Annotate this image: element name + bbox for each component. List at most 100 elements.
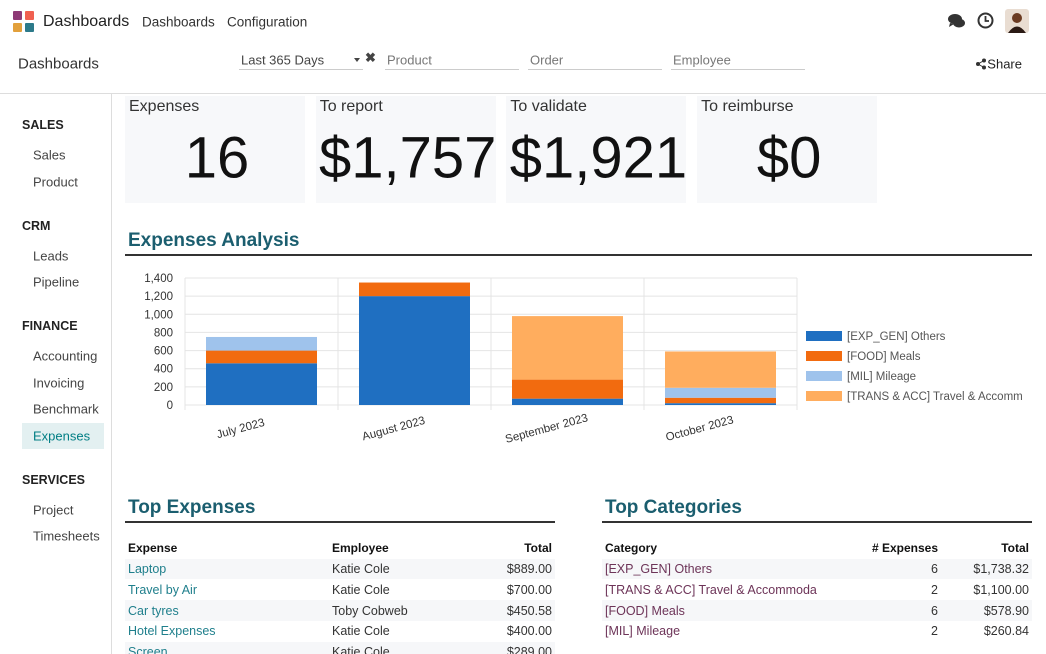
filter-caret — [354, 58, 360, 62]
bar-segment — [206, 363, 317, 405]
bar-segment — [512, 379, 623, 399]
table-cell: $260.84 — [983, 624, 1029, 639]
sidebar-item[interactable]: Project — [33, 502, 74, 517]
row-stripe — [125, 600, 555, 621]
kpi-card — [697, 96, 878, 203]
sidebar-item[interactable]: Accounting — [33, 348, 98, 364]
table-cell: Katie Cole — [332, 562, 390, 576]
table-cell: $289.00 — [506, 645, 552, 654]
kpi-value: $1,921 — [509, 125, 688, 191]
sidebar-item[interactable]: Expenses — [33, 428, 91, 443]
sidebar-item[interactable]: Leads — [33, 248, 69, 263]
column-header: Employee — [332, 541, 389, 555]
table-cell: 6 — [931, 562, 938, 576]
sidebar-item[interactable]: Sales — [33, 147, 66, 163]
kpi-value: $0 — [756, 125, 822, 191]
table-cell: Katie Cole — [332, 582, 390, 597]
field-underline — [671, 69, 805, 70]
menu-item[interactable]: Dashboards — [142, 14, 215, 30]
bar-segment — [206, 336, 317, 351]
x-tick-label: July 2023 — [215, 417, 266, 441]
sidebar-item[interactable]: Pipeline — [33, 274, 80, 290]
y-tick-label: 0 — [167, 400, 173, 412]
y-tick-label: 200 — [154, 382, 173, 394]
search-field[interactable]: Order — [530, 52, 564, 68]
legend-label: [TRANS & ACC] Travel & Accomm — [847, 391, 1023, 403]
row-stripe — [602, 558, 1032, 580]
legend-swatch — [806, 351, 842, 361]
kpi-label: To validate — [510, 98, 587, 115]
kpi-card — [315, 96, 496, 203]
sidebar-section: CRM — [22, 218, 51, 233]
active-item-bg — [22, 422, 104, 449]
search-field[interactable]: Employee — [673, 52, 731, 68]
chat-icon[interactable] — [948, 13, 966, 29]
legend-swatch — [806, 391, 842, 401]
table-cell: Katie Cole — [332, 645, 390, 654]
section-heading: Top Expenses — [128, 497, 256, 518]
share-icon[interactable] — [975, 58, 987, 70]
kpi-label: Expenses — [129, 98, 200, 115]
sidebar-item[interactable]: Invoicing — [33, 375, 85, 390]
y-tick-label: 1,400 — [144, 273, 173, 285]
filter-clear[interactable]: ✖ — [365, 50, 376, 65]
table-cell[interactable]: [TRANS & ACC] Travel & Accommoda — [605, 582, 817, 597]
column-header: Total — [1001, 541, 1029, 555]
table-cell: Katie Cole — [332, 624, 390, 639]
table-cell[interactable]: [FOOD] Meals — [605, 603, 685, 618]
kpi-card — [125, 96, 305, 203]
bar-segment — [665, 397, 776, 404]
heading-rule — [602, 521, 1032, 523]
table-cell: $400.00 — [506, 624, 552, 639]
row-stripe — [602, 600, 1032, 621]
table-cell: Toby Cobweb — [332, 603, 408, 618]
column-header: # Expenses — [871, 541, 938, 555]
y-tick-label: 1,200 — [144, 291, 173, 303]
legend-label: [MIL] Mileage — [847, 371, 916, 383]
table-cell: $450.58 — [506, 603, 552, 618]
bar-segment — [359, 282, 470, 297]
app-name[interactable]: Dashboards — [43, 13, 130, 30]
y-tick-label: 1,000 — [144, 309, 173, 321]
heading-rule — [125, 254, 1032, 256]
y-tick-label: 400 — [154, 364, 173, 376]
bar-segment — [359, 296, 470, 405]
heading-rule — [125, 521, 555, 523]
table-cell[interactable]: Travel by Air — [128, 582, 198, 597]
app-logo — [13, 11, 34, 32]
legend-swatch — [806, 371, 842, 381]
control-panel-border — [0, 93, 1046, 94]
table-cell: $578.90 — [983, 603, 1029, 618]
period-filter[interactable]: Last 365 Days — [241, 52, 325, 68]
sidebar-section: SALES — [22, 118, 64, 132]
kpi-card — [506, 96, 687, 203]
table-cell[interactable]: Hotel Expenses — [128, 624, 216, 639]
menu-item[interactable]: Configuration — [227, 14, 308, 30]
column-header: Category — [605, 541, 658, 555]
field-underline — [385, 69, 519, 70]
kpi-label: To reimburse — [701, 98, 794, 115]
user-avatar[interactable] — [1005, 9, 1029, 33]
table-cell[interactable]: [MIL] Mileage — [605, 624, 681, 639]
bar-segment — [206, 350, 317, 364]
bar-segment — [665, 403, 776, 405]
table-cell: 6 — [931, 603, 938, 618]
table-cell[interactable]: [EXP_GEN] Others — [605, 562, 712, 576]
y-tick-label: 600 — [154, 346, 173, 358]
search-field[interactable]: Product — [387, 52, 432, 68]
y-tick-label: 800 — [154, 327, 173, 339]
legend-label: [EXP_GEN] Others — [847, 331, 946, 343]
table-cell[interactable]: Car tyres — [128, 603, 179, 618]
share-button[interactable]: Share — [987, 56, 1022, 72]
table-cell[interactable]: Screen — [128, 645, 168, 654]
legend-swatch — [806, 331, 842, 341]
sidebar-item[interactable]: Product — [33, 174, 78, 189]
page-title[interactable]: Dashboards — [18, 55, 99, 73]
table-cell[interactable]: Laptop — [128, 562, 167, 576]
activity-icon[interactable] — [977, 12, 994, 29]
table-cell: $1,738.32 — [973, 562, 1029, 576]
sidebar-section: SERVICES — [22, 472, 85, 487]
sidebar-item[interactable]: Benchmark — [33, 401, 99, 417]
sidebar-item[interactable]: Timesheets — [33, 528, 100, 544]
